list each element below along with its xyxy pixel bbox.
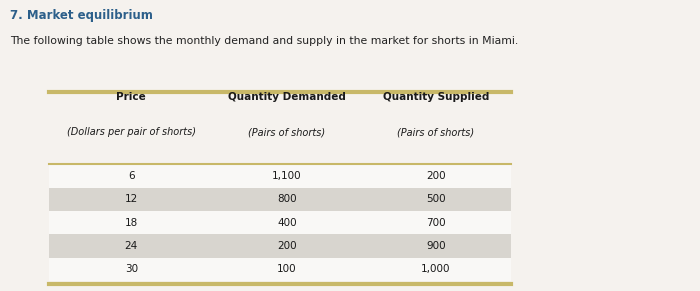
Text: 12: 12 [125,194,138,204]
Text: The following table shows the monthly demand and supply in the market for shorts: The following table shows the monthly de… [10,36,519,46]
Text: 800: 800 [277,194,297,204]
Text: 200: 200 [277,241,297,251]
Text: 1,000: 1,000 [421,264,451,274]
Text: (Pairs of shorts): (Pairs of shorts) [248,127,326,137]
Text: 24: 24 [125,241,138,251]
Text: 500: 500 [426,194,446,204]
Text: 6: 6 [128,171,134,181]
Text: Price: Price [116,93,146,102]
FancyBboxPatch shape [49,258,511,281]
FancyBboxPatch shape [49,164,511,188]
FancyBboxPatch shape [49,211,511,234]
Text: 100: 100 [277,264,297,274]
Text: 900: 900 [426,241,446,251]
FancyBboxPatch shape [49,188,511,211]
Text: 200: 200 [426,171,446,181]
Text: 700: 700 [426,218,446,228]
Text: 400: 400 [277,218,297,228]
FancyBboxPatch shape [49,234,511,258]
Text: Quantity Demanded: Quantity Demanded [228,93,346,102]
Text: (Dollars per pair of shorts): (Dollars per pair of shorts) [66,127,196,137]
Text: Quantity Supplied: Quantity Supplied [383,93,489,102]
Text: 18: 18 [125,218,138,228]
Text: (Pairs of shorts): (Pairs of shorts) [397,127,475,137]
Text: 30: 30 [125,264,138,274]
Text: 7. Market equilibrium: 7. Market equilibrium [10,9,153,22]
Text: 1,100: 1,100 [272,171,302,181]
